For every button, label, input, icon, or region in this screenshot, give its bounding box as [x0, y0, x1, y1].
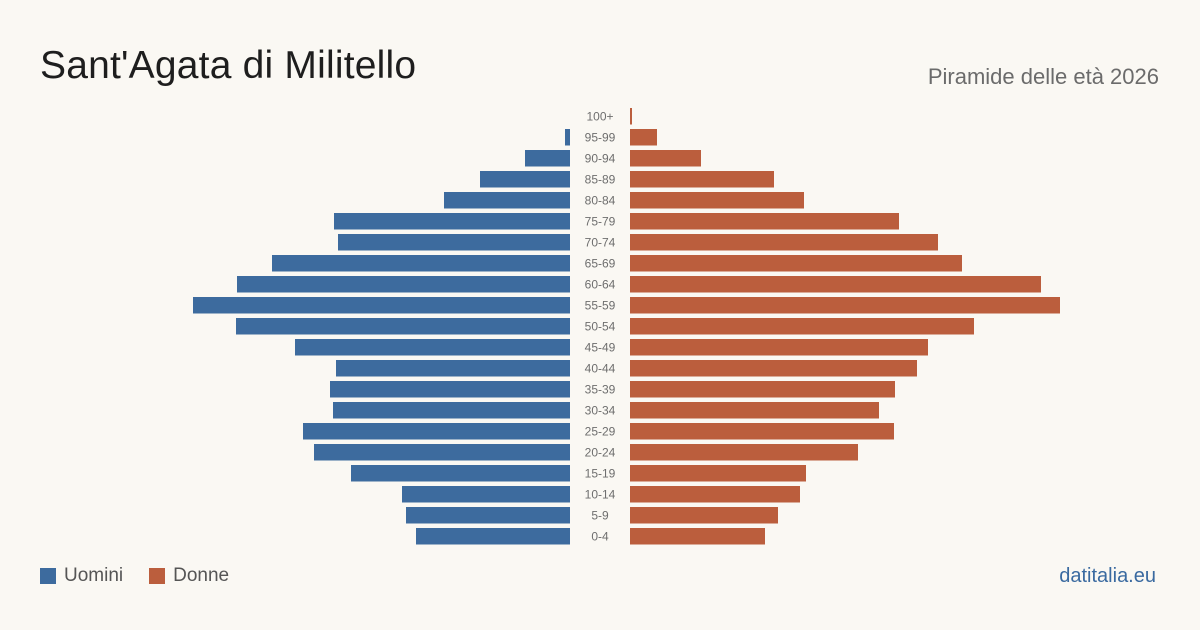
bar-women-25-29 — [630, 423, 894, 440]
bar-men-0-4 — [416, 528, 570, 545]
bar-men-70-74 — [338, 234, 570, 251]
bar-women-15-19 — [630, 465, 806, 482]
age-group-label: 95-99 — [585, 130, 616, 144]
bar-women-70-74 — [630, 234, 938, 251]
age-group-label: 35-39 — [585, 382, 616, 396]
bar-women-50-54 — [630, 318, 974, 335]
age-group-label: 0-4 — [591, 529, 609, 543]
bar-men-45-49 — [295, 339, 570, 356]
bar-women-95-99 — [630, 129, 657, 146]
age-group-label: 40-44 — [585, 361, 616, 375]
age-group-label: 30-34 — [585, 403, 616, 417]
chart-subtitle: Piramide delle età 2026 — [927, 64, 1159, 89]
bar-men-50-54 — [236, 318, 570, 335]
bar-men-65-69 — [272, 255, 570, 272]
bar-men-40-44 — [336, 360, 570, 377]
legend-label-women: Donne — [173, 565, 230, 586]
bar-women-5-9 — [630, 507, 778, 524]
bar-men-95-99 — [565, 129, 570, 146]
age-group-label: 20-24 — [585, 445, 616, 459]
age-group-label: 45-49 — [585, 340, 616, 354]
age-group-label: 55-59 — [585, 298, 616, 312]
age-group-label: 25-29 — [585, 424, 616, 438]
legend: Uomini Donne — [40, 565, 255, 587]
bar-men-75-79 — [334, 213, 570, 230]
bar-women-60-64 — [630, 276, 1041, 293]
bar-women-10-14 — [630, 486, 800, 503]
bar-women-80-84 — [630, 192, 804, 209]
legend-label-men: Uomini — [64, 565, 124, 586]
bar-women-40-44 — [630, 360, 917, 377]
age-group-label: 10-14 — [585, 487, 616, 501]
bar-women-90-94 — [630, 150, 701, 167]
age-group-label: 65-69 — [585, 256, 616, 270]
age-group-label: 90-94 — [585, 151, 616, 165]
bar-women-30-34 — [630, 402, 879, 419]
age-group-label: 15-19 — [585, 466, 616, 480]
bar-men-5-9 — [406, 507, 570, 524]
bar-women-20-24 — [630, 444, 858, 461]
page-title: Sant'Agata di Militello — [40, 44, 417, 87]
legend-swatch-women — [149, 568, 166, 584]
bar-men-10-14 — [402, 486, 570, 503]
bar-women-35-39 — [630, 381, 895, 398]
brand-link[interactable]: datitalia.eu — [1059, 565, 1156, 587]
bar-women-65-69 — [630, 255, 962, 272]
age-group-label: 70-74 — [585, 235, 616, 249]
bar-men-35-39 — [330, 381, 570, 398]
bar-men-85-89 — [480, 171, 570, 188]
age-group-label: 50-54 — [585, 319, 616, 333]
age-group-label: 60-64 — [585, 277, 616, 291]
bar-men-25-29 — [303, 423, 570, 440]
bar-women-75-79 — [630, 213, 899, 230]
bar-women-100+ — [630, 108, 632, 125]
age-group-label: 80-84 — [585, 193, 616, 207]
age-group-label: 5-9 — [591, 508, 609, 522]
bar-men-60-64 — [237, 276, 570, 293]
legend-item-men: Uomini — [40, 565, 123, 587]
bar-women-55-59 — [630, 297, 1060, 314]
age-group-label: 100+ — [586, 109, 613, 123]
bar-men-30-34 — [333, 402, 570, 419]
bar-women-0-4 — [630, 528, 765, 545]
bar-men-80-84 — [444, 192, 570, 209]
legend-item-women: Donne — [149, 565, 229, 587]
bar-women-85-89 — [630, 171, 774, 188]
legend-swatch-men — [40, 568, 56, 584]
bar-women-45-49 — [630, 339, 928, 356]
bar-men-90-94 — [525, 150, 570, 167]
bar-men-15-19 — [351, 465, 570, 482]
age-group-label: 85-89 — [585, 172, 616, 186]
bar-men-20-24 — [314, 444, 570, 461]
bar-men-55-59 — [193, 297, 570, 314]
age-group-label: 75-79 — [585, 214, 616, 228]
